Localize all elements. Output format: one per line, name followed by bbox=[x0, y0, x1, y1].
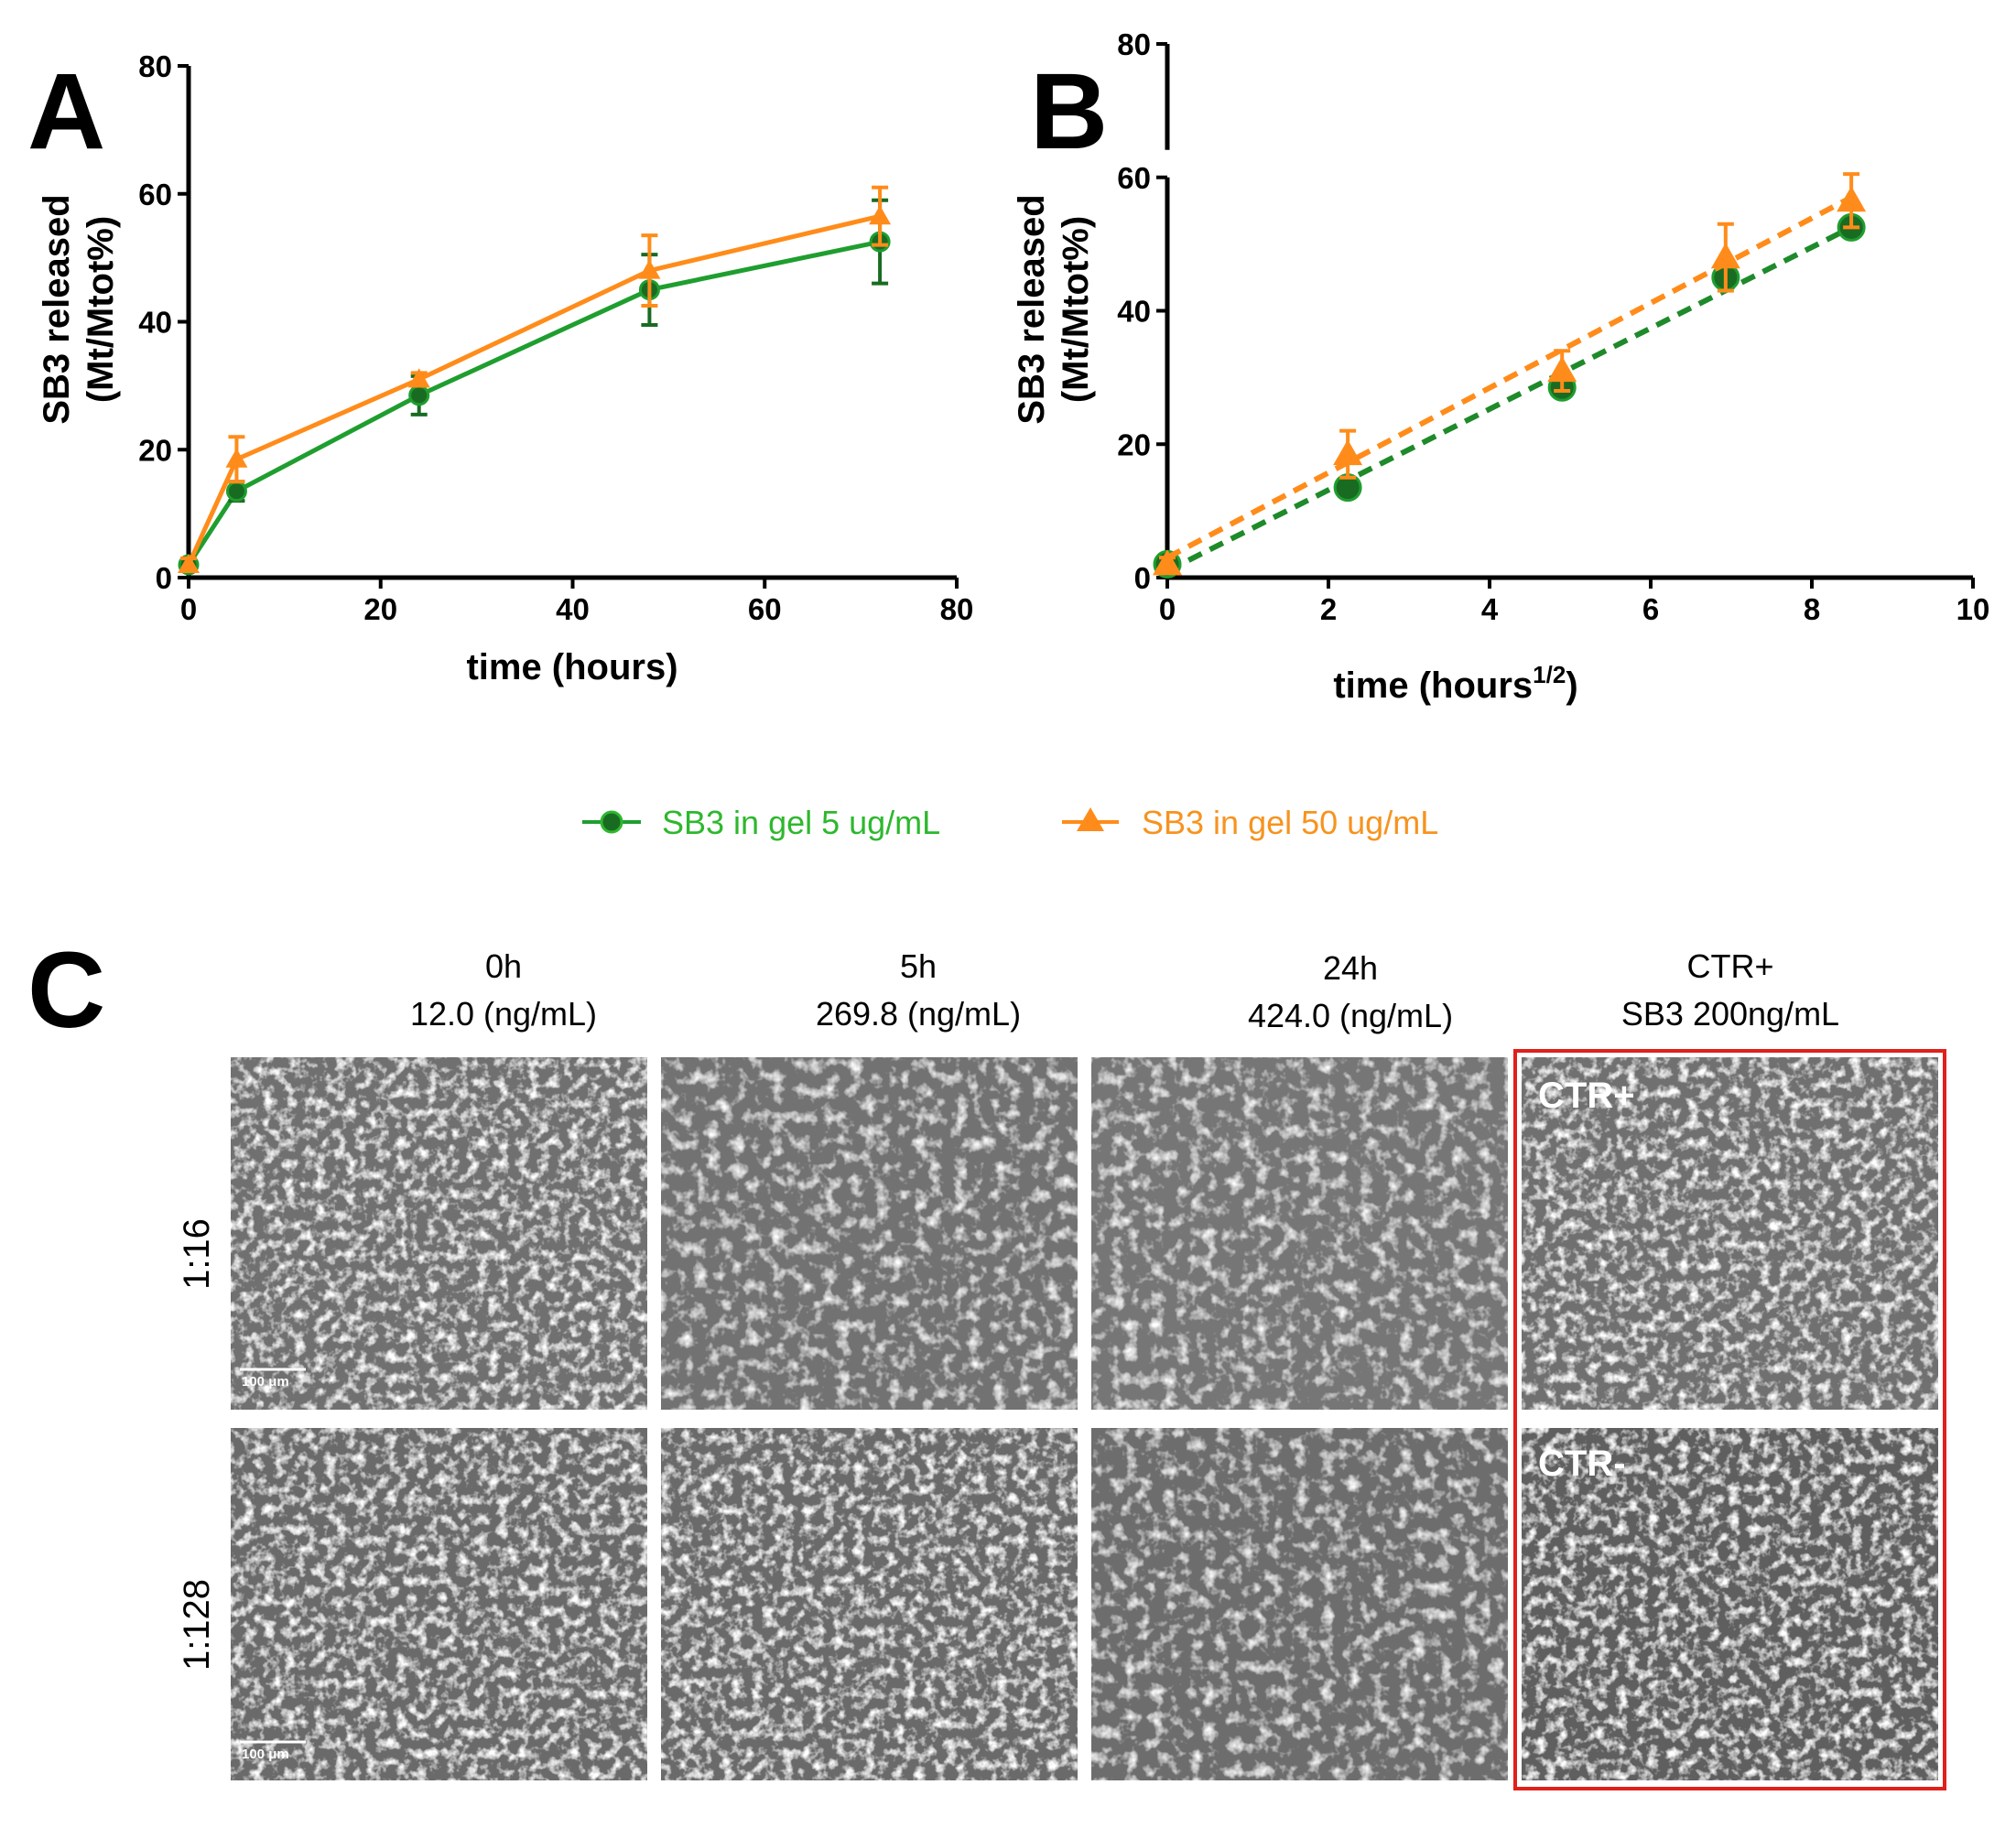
panel-letter-a: A bbox=[27, 51, 105, 172]
legend-marker-triangle bbox=[1077, 807, 1104, 831]
ticks-a: 0 20 40 60 80 0 20 40 60 80 bbox=[138, 49, 973, 626]
micrograph-24h-1-16 bbox=[1091, 1057, 1508, 1410]
panel-letter-c: C bbox=[27, 930, 105, 1051]
axes-a bbox=[186, 66, 957, 580]
y-tick-label-b: 0 bbox=[1134, 561, 1151, 595]
x-tick-label-b: 6 bbox=[1642, 592, 1659, 626]
y-tick-label-a: 60 bbox=[138, 178, 172, 211]
x-tick-label-a: 60 bbox=[748, 592, 782, 626]
y-tick-label-a: 20 bbox=[138, 433, 172, 467]
series-line-5ugml-a bbox=[186, 239, 881, 567]
x-tick-label-a: 0 bbox=[180, 592, 197, 626]
ticks-b: 0 2 4 6 8 10 0 20 40 60 80 bbox=[1117, 27, 1989, 626]
y-axis-title-a-line1: SB3 released bbox=[37, 194, 77, 424]
y-tick-label-b: 40 bbox=[1117, 295, 1151, 329]
micrograph-ctr-pos bbox=[1522, 1057, 1938, 1410]
ctr-neg-label: CTR- bbox=[1538, 1444, 1626, 1484]
col-header-5h-conc: 269.8 (ng/mL) bbox=[816, 995, 1021, 1033]
legend-marker-circle bbox=[600, 810, 623, 834]
micrograph-0h-1-16 bbox=[231, 1057, 647, 1410]
micrograph-5h-1-128 bbox=[661, 1428, 1078, 1780]
data-point-triangle-50ugml-a bbox=[869, 205, 892, 225]
micrograph-24h-1-128 bbox=[1091, 1428, 1508, 1780]
x-axis-title-b-sup: 1/2 bbox=[1533, 661, 1566, 688]
scale-bar-label-row1: 100 μm bbox=[242, 1374, 289, 1390]
control-highlight-box bbox=[1513, 1049, 1946, 1790]
scale-bar-row2: 100 μm bbox=[240, 1740, 306, 1762]
series-b bbox=[1153, 172, 1867, 579]
row-header-1-16: 1:16 bbox=[177, 1218, 217, 1290]
legend-label-50ugml: SB3 in gel 50 ug/mL bbox=[1142, 804, 1438, 841]
data-point-triangle-50ugml-b bbox=[1710, 243, 1740, 269]
y-tick-label-a: 0 bbox=[156, 561, 172, 595]
col-header-0h-time: 0h bbox=[485, 947, 522, 985]
scale-bar-label-row2: 100 μm bbox=[242, 1747, 289, 1762]
x-axis-title-b-main: time (hours bbox=[1333, 665, 1533, 706]
x-tick-label-a: 40 bbox=[556, 592, 590, 626]
legend-item-50ugml: SB3 in gel 50 ug/mL bbox=[1062, 804, 1438, 841]
axes-b bbox=[1165, 44, 1973, 580]
row-header-1-128: 1:128 bbox=[177, 1579, 217, 1671]
micrograph-ctr-neg bbox=[1522, 1428, 1938, 1780]
panel-letter-b: B bbox=[1030, 51, 1108, 172]
micrograph-0h-1-128 bbox=[231, 1428, 647, 1780]
col-header-0h-conc: 12.0 (ng/mL) bbox=[410, 995, 597, 1033]
y-tick-label-a: 40 bbox=[138, 306, 172, 340]
data-point-triangle-50ugml-b bbox=[1547, 356, 1577, 383]
x-axis-title-b: time (hours1/2) bbox=[1333, 661, 1577, 706]
x-tick-label-b: 4 bbox=[1481, 592, 1499, 626]
x-tick-label-b: 0 bbox=[1159, 592, 1176, 626]
series-a bbox=[178, 185, 892, 576]
y-tick-label-b: 20 bbox=[1117, 427, 1151, 461]
fit-line-50ugml-b bbox=[1165, 194, 1853, 560]
y-axis-title-b-line1: SB3 released bbox=[1012, 194, 1052, 424]
col-header-5h-time: 5h bbox=[900, 947, 937, 985]
micrograph-5h-1-16 bbox=[661, 1057, 1078, 1410]
x-axis-title-b-close: ) bbox=[1566, 665, 1577, 706]
x-tick-label-b: 10 bbox=[1956, 592, 1990, 626]
data-point-circle-5ugml-a bbox=[408, 384, 430, 406]
y-tick-label-a: 80 bbox=[138, 49, 172, 83]
data-point-triangle-50ugml-b bbox=[1333, 439, 1363, 466]
x-tick-label-b: 2 bbox=[1320, 592, 1337, 626]
series-line-50ugml-a bbox=[186, 213, 881, 567]
legend-item-5ugml: SB3 in gel 5 ug/mL bbox=[582, 804, 940, 841]
data-point-triangle-50ugml-a bbox=[407, 368, 430, 388]
data-point-triangle-50ugml-a bbox=[638, 259, 661, 279]
legend-label-5ugml: SB3 in gel 5 ug/mL bbox=[662, 804, 940, 841]
chart-panel-a: A 0 20 40 60 80 0 20 40 60 80 time (hours) SB3 re… bbox=[27, 49, 973, 687]
y-axis-title-a-line2: (Mt/Mtot%) bbox=[81, 216, 121, 403]
chart-panel-b: B 0 2 4 6 8 10 0 20 40 60 80 time (hours1/2) SB3 r… bbox=[1012, 27, 1989, 706]
data-point-triangle-50ugml-a bbox=[225, 448, 248, 468]
y-tick-label-b: 80 bbox=[1117, 27, 1151, 61]
scale-bar-row1: 100 μm bbox=[240, 1368, 306, 1390]
fit-line-5ugml-b bbox=[1165, 224, 1853, 574]
col-header-24h-conc: 424.0 (ng/mL) bbox=[1248, 997, 1453, 1034]
data-point-circle-5ugml-a bbox=[225, 481, 247, 503]
y-tick-label-b: 60 bbox=[1117, 161, 1151, 195]
x-tick-label-b: 8 bbox=[1804, 592, 1820, 626]
data-point-triangle-50ugml-b bbox=[1837, 186, 1867, 212]
col-header-ctr-conc: SB3 200ng/mL bbox=[1621, 995, 1839, 1033]
x-tick-label-a: 20 bbox=[363, 592, 397, 626]
data-point-triangle-50ugml-b bbox=[1153, 549, 1182, 576]
x-axis-title-a: time (hours) bbox=[466, 647, 677, 687]
col-header-ctr-title: CTR+ bbox=[1686, 947, 1773, 985]
legend: SB3 in gel 5 ug/mL SB3 in gel 50 ug/mL bbox=[582, 804, 1438, 841]
y-axis-title-b-line2: (Mt/Mtot%) bbox=[1056, 216, 1096, 403]
x-tick-label-a: 80 bbox=[940, 592, 974, 626]
data-point-triangle-50ugml-a bbox=[178, 554, 200, 574]
ctr-pos-label: CTR+ bbox=[1538, 1076, 1635, 1116]
micrograph-panel-c: C 0h 12.0 (ng/mL) 5h 269.8 (ng/mL) 24h 4… bbox=[27, 930, 1946, 1790]
col-header-24h-time: 24h bbox=[1323, 949, 1378, 987]
